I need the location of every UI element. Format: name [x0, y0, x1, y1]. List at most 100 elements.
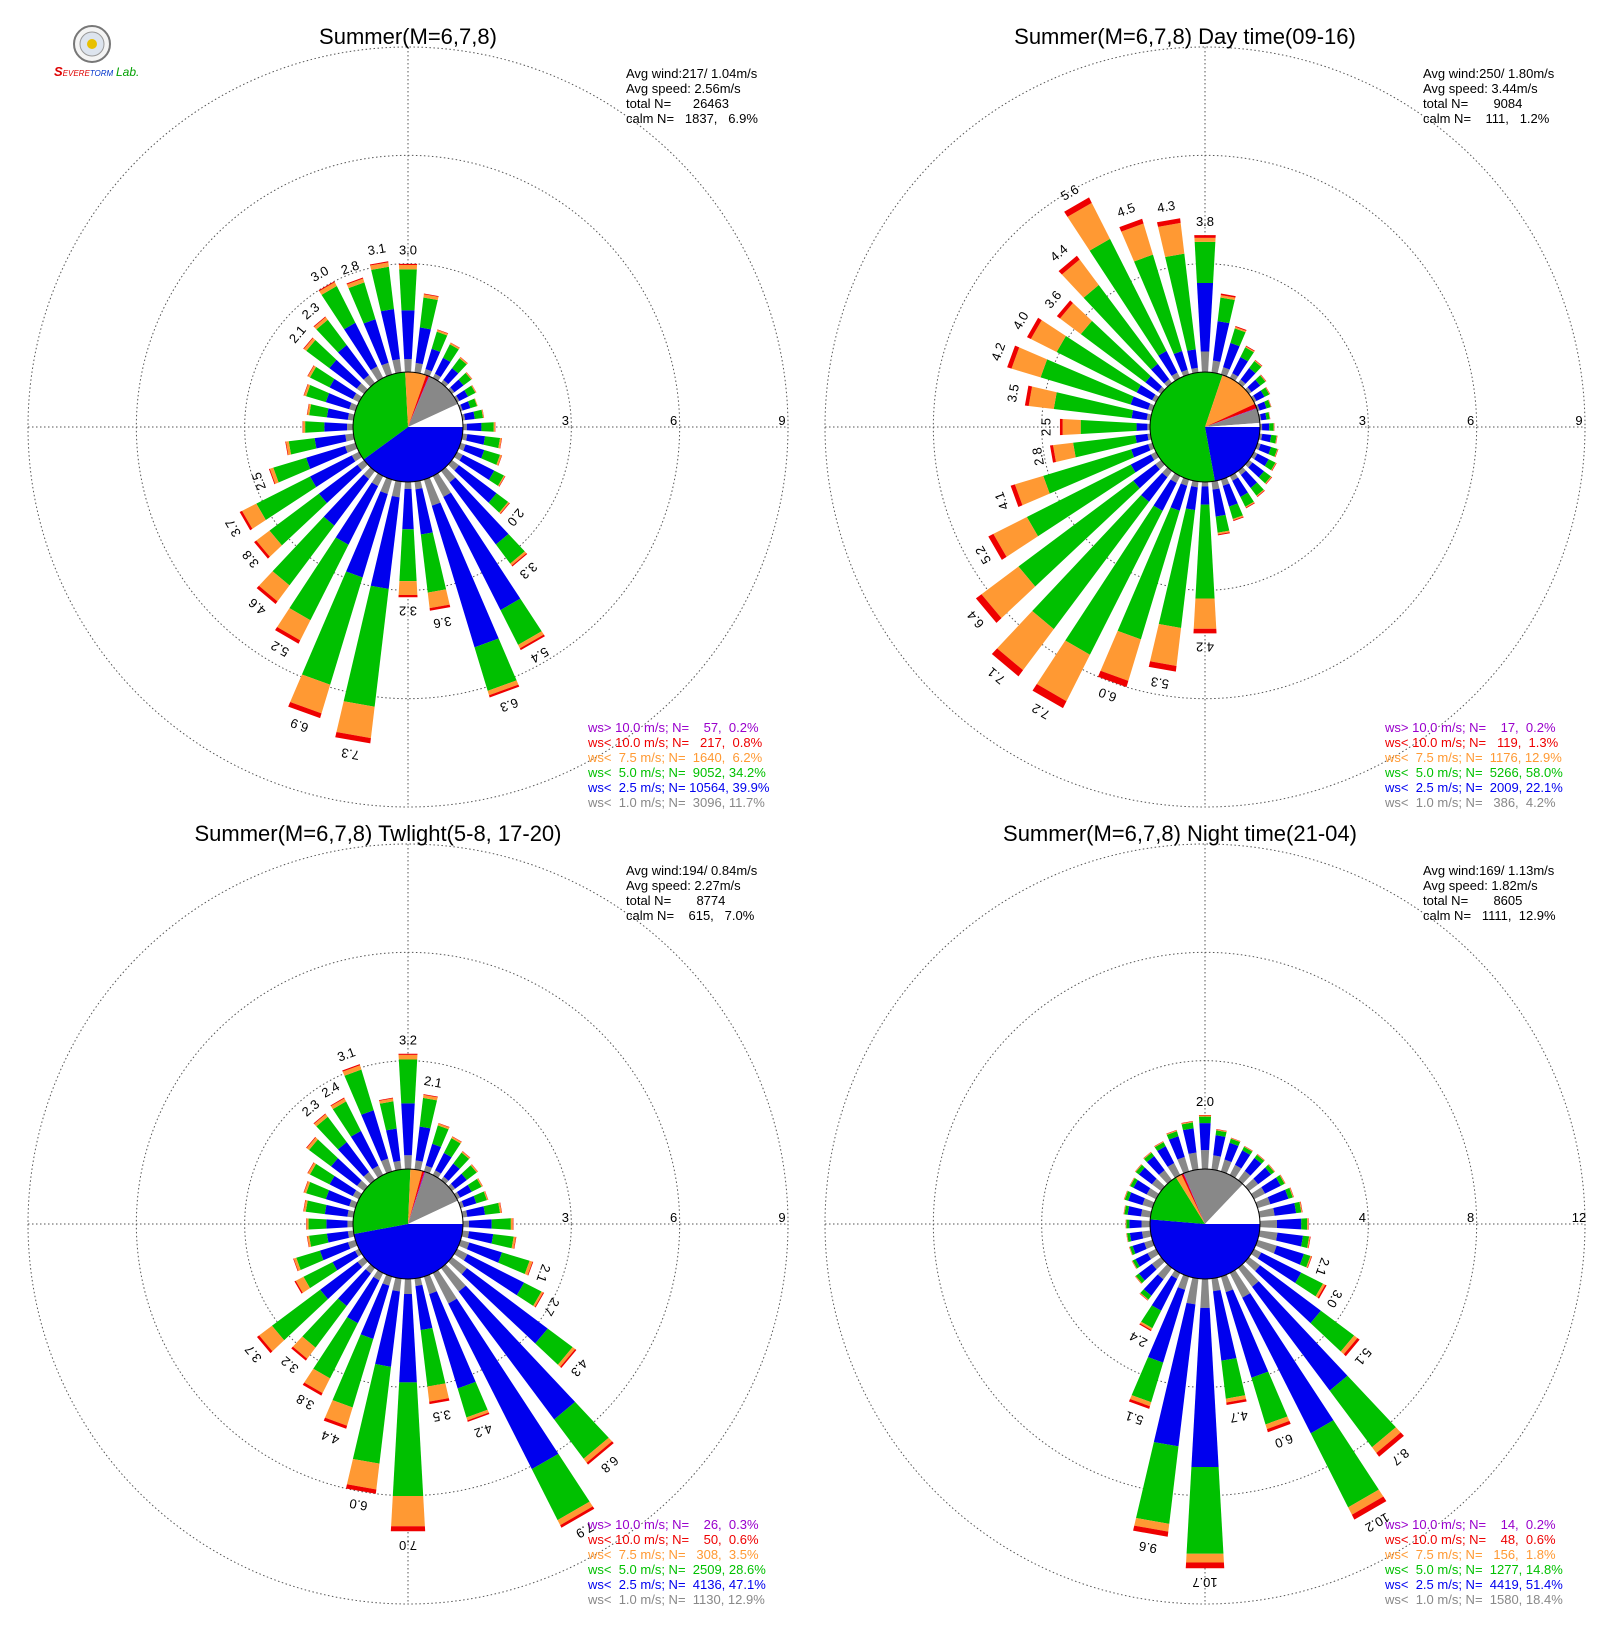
bar-segment [1024, 385, 1033, 406]
bar-total-label: 2.0 [504, 506, 527, 529]
bar-segment [988, 533, 1007, 560]
bar-segment [1141, 1220, 1151, 1228]
bar-segment [466, 434, 486, 445]
bar-segment [981, 566, 1036, 619]
bar-segment [1131, 1260, 1137, 1269]
bar-segment [462, 1151, 471, 1158]
calm-pie-slice [405, 372, 427, 427]
bar-segment [468, 398, 478, 409]
bar-segment [1252, 1281, 1348, 1391]
bar-segment [1123, 1205, 1126, 1215]
bar-segment [513, 1236, 517, 1249]
bar-segment [330, 1098, 347, 1110]
bar-segment [309, 366, 335, 388]
bar-segment [1191, 367, 1199, 374]
bar-segment [431, 502, 499, 648]
bar-segment [524, 1260, 533, 1276]
bar-segment [432, 473, 451, 497]
bar-segment [1177, 1156, 1190, 1174]
calm-pie-slice [1181, 1173, 1205, 1224]
bar-segment [1128, 1192, 1145, 1206]
bar-segment [404, 359, 412, 373]
bar-segment [458, 404, 463, 412]
bar-total-label: 4.4 [1047, 241, 1070, 264]
bar-segment [288, 438, 317, 455]
bar-segment [1100, 630, 1141, 681]
bar-total-label: 7.1 [984, 664, 1007, 687]
bar-segment [1301, 1218, 1308, 1230]
bar-segment [1257, 1252, 1302, 1284]
bar-total-label: 6.9 [288, 715, 310, 735]
bar-segment [423, 477, 441, 506]
bar-segment [357, 1256, 368, 1268]
bar-segment [1216, 1129, 1227, 1133]
stat-line: calm N= 111, 1.2% [1423, 111, 1550, 126]
bar-segment [1200, 351, 1210, 373]
bar-segment [1181, 1120, 1193, 1124]
bar-total-label: 6.4 [964, 608, 987, 631]
bar-segment [1257, 490, 1265, 498]
stat-line: Avg speed: 2.27m/s [626, 878, 741, 893]
bar-segment [370, 495, 400, 589]
bar-segment [1251, 1187, 1266, 1200]
bar-segment [1245, 501, 1255, 508]
bar-total-label: 2.1 [423, 1073, 443, 1091]
calm-pie-slice [1150, 1219, 1260, 1280]
bar-segment [349, 402, 358, 412]
bar-segment [1130, 1395, 1152, 1407]
bar-segment [332, 1334, 374, 1408]
stat-line: total N= 9084 [1423, 96, 1522, 111]
bar-segment [337, 1142, 370, 1177]
bar-segment [519, 634, 545, 651]
bar-segment [1188, 1152, 1199, 1171]
bar-segment [1295, 1272, 1323, 1297]
bar-segment [1062, 419, 1081, 435]
bar-segment [1237, 1264, 1259, 1287]
bar-segment [398, 594, 418, 598]
bar-segment [1211, 1155, 1221, 1171]
bar-segment [557, 1347, 576, 1367]
legend-entry: ws> 10.0 m/s; N= 26, 0.3% [587, 1517, 759, 1532]
bar-segment [344, 1069, 374, 1115]
bar-segment [1139, 1323, 1152, 1332]
bar-segment [467, 1412, 490, 1422]
bar-segment [1142, 1198, 1155, 1209]
logo-text-evere: EVERE [62, 69, 90, 78]
bar-segment [1194, 241, 1216, 284]
bar-segment [1132, 1259, 1140, 1269]
bar-segment [448, 1298, 559, 1470]
bar-segment [461, 1195, 477, 1208]
bar-segment [379, 1098, 394, 1104]
bar-segment [1294, 1201, 1302, 1214]
bar-segment [1140, 1321, 1153, 1330]
bar-segment [465, 372, 473, 380]
bar-segment [448, 1183, 456, 1192]
bar-segment [1141, 1305, 1162, 1329]
bar-total-label: 3.8 [1196, 214, 1214, 229]
bar-segment [306, 446, 348, 469]
bar-segment [1299, 1201, 1303, 1213]
bar-segment [423, 1094, 438, 1098]
bar-segment [1134, 1276, 1142, 1284]
bar-segment [303, 337, 314, 350]
bar-segment [498, 437, 502, 449]
bar-segment [1340, 1335, 1358, 1355]
bar-segment [1195, 504, 1215, 599]
bar-segment [1121, 223, 1153, 262]
bar-total-label: 5.1 [1352, 1345, 1375, 1368]
bar-segment [464, 411, 475, 421]
bar-segment [471, 385, 477, 393]
bar-segment [1151, 1178, 1165, 1192]
bar-segment [437, 329, 449, 334]
bar-segment [404, 1278, 412, 1295]
legend-entry: ws< 1.0 m/s; N= 1580, 18.4% [1384, 1592, 1563, 1607]
stat-line: calm N= 615, 7.0% [626, 908, 755, 923]
bar-segment [1269, 423, 1274, 431]
chart-title: Summer(M=6,7,8) Day time(09-16) [1014, 24, 1356, 49]
bar-segment [463, 444, 485, 459]
bar-segment [392, 1382, 424, 1496]
bar-segment [429, 1291, 476, 1389]
bar-segment [1123, 1190, 1128, 1200]
bar-total-label: 2.1 [533, 1262, 553, 1284]
bar-segment [432, 1270, 457, 1304]
